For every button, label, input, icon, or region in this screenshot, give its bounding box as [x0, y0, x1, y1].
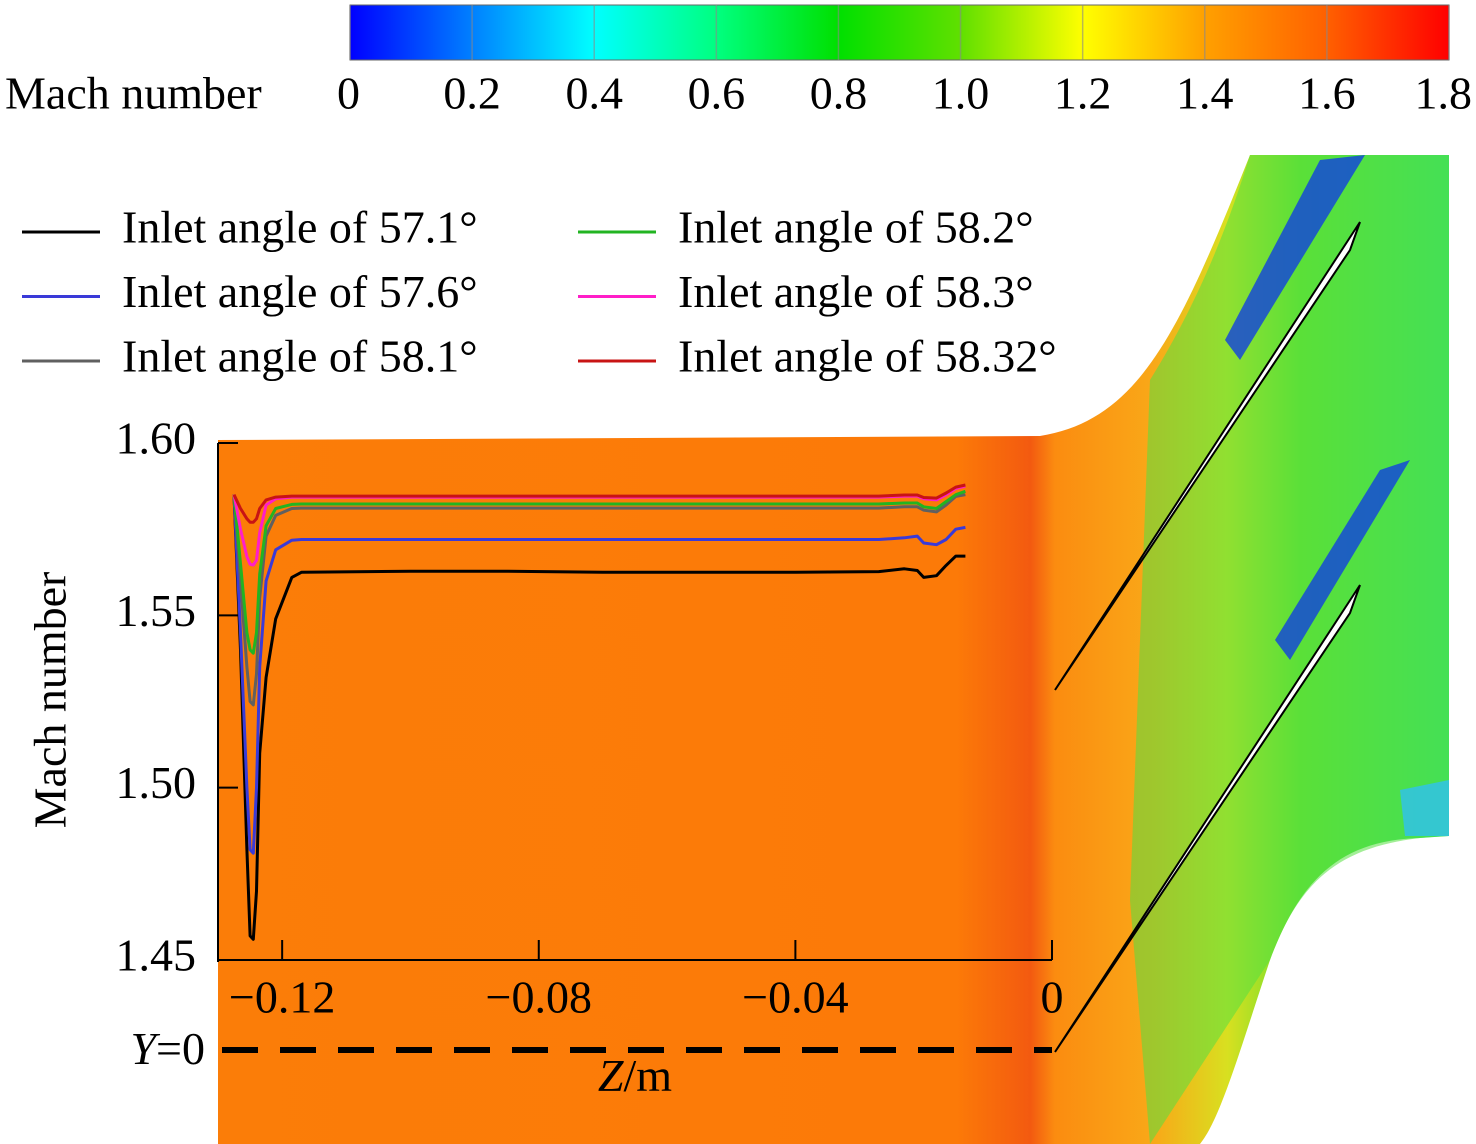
flow-field — [218, 155, 1449, 1144]
colorbar-bar — [349, 4, 1450, 61]
colorbar-tick-label: 1.4 — [1176, 68, 1234, 119]
legend-label: Inlet angle of 57.6° — [122, 266, 478, 317]
x-tick-label: −0.04 — [742, 972, 848, 1023]
colorbar-tick-label: 1.2 — [1054, 68, 1112, 119]
legend-label: Inlet angle of 57.1° — [122, 202, 478, 253]
y-tick-label: 1.50 — [116, 757, 197, 808]
y-tick-label: 1.55 — [116, 585, 197, 636]
colorbar-tick-label: 1.0 — [932, 68, 990, 119]
x-tick-label: −0.12 — [229, 972, 335, 1023]
series-line — [232, 483, 966, 524]
x-axis-label: Z/m — [598, 1050, 672, 1101]
colorbar-tick-label: 0 — [337, 68, 360, 119]
y-axis-label: Mach number — [25, 572, 76, 829]
series-line — [232, 494, 966, 941]
x-tick-label: −0.08 — [486, 972, 592, 1023]
series-line — [232, 494, 966, 855]
colorbar-tick-label: 0.6 — [688, 68, 746, 119]
x-tick-label: 0 — [1041, 972, 1064, 1023]
legend-label: Inlet angle of 58.1° — [122, 331, 478, 382]
colorbar-label: Mach number — [5, 68, 262, 119]
colorbar-tick-label: 0.8 — [810, 68, 868, 119]
colorbar-tick-label: 1.6 — [1298, 68, 1356, 119]
legend-label: Inlet angle of 58.3° — [678, 266, 1034, 317]
y-tick-label: 1.45 — [116, 930, 197, 981]
y-tick-label: 1.60 — [116, 413, 197, 464]
colorbar-tick-label: 1.8 — [1415, 68, 1473, 119]
colorbar-tick-label: 0.4 — [565, 68, 623, 119]
colorbar-tick-label: 0.2 — [443, 68, 501, 119]
reference-label: Y=0 — [130, 1023, 205, 1074]
legend-label: Inlet angle of 58.2° — [678, 202, 1034, 253]
series-line — [232, 489, 966, 655]
legend-label: Inlet angle of 58.32° — [678, 331, 1057, 382]
colorbar — [349, 4, 1450, 61]
series-line — [232, 493, 966, 707]
